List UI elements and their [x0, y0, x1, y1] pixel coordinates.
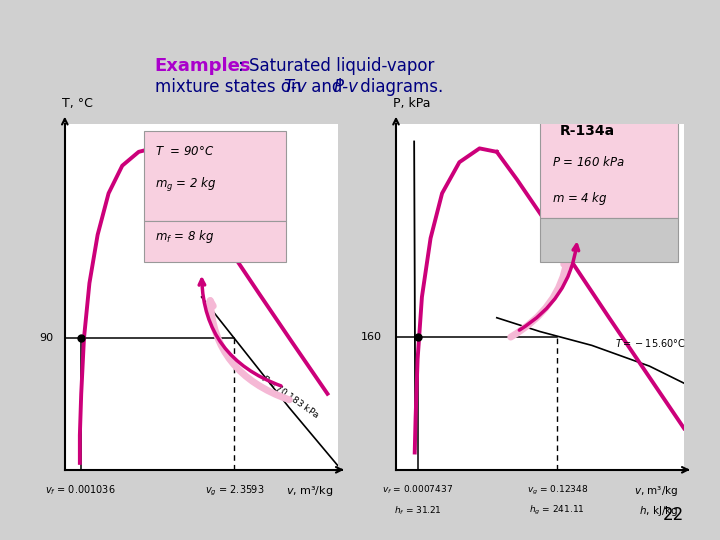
Text: $v_g$ = 0.12348: $v_g$ = 0.12348 [526, 484, 588, 497]
Text: mixture states on: mixture states on [155, 78, 307, 96]
Text: diagrams.: diagrams. [355, 78, 444, 96]
Text: T-v: T-v [283, 78, 307, 96]
Bar [144, 131, 287, 221]
Bar [540, 114, 678, 218]
Text: $h_f$ = 31.21: $h_f$ = 31.21 [394, 504, 441, 517]
Text: $P$ = 160 kPa: $P$ = 160 kPa [552, 156, 624, 170]
Text: $m$ = 4 kg: $m$ = 4 kg [552, 190, 607, 207]
Text: P, kPa: P, kPa [393, 97, 431, 110]
Text: $h_g$ = 241.11: $h_g$ = 241.11 [529, 504, 585, 517]
Text: $v_g$ = 2.3593: $v_g$ = 2.3593 [204, 484, 264, 498]
Text: $m_g$ = 2 kg: $m_g$ = 2 kg [155, 176, 217, 194]
Text: $T = -15.60°\mathrm{C}$: $T = -15.60°\mathrm{C}$ [615, 337, 686, 349]
Bar [540, 218, 678, 262]
Text: : Saturated liquid-vapor: : Saturated liquid-vapor [238, 57, 434, 75]
Text: 160: 160 [361, 332, 382, 342]
Text: $T$  = 90°C: $T$ = 90°C [155, 145, 215, 158]
Text: 22: 22 [662, 506, 684, 524]
Text: $v_f$ = 0.0007437: $v_f$ = 0.0007437 [382, 484, 453, 496]
Text: $m_f$ = 8 kg: $m_f$ = 8 kg [155, 228, 214, 245]
Text: $v$, m³/kg: $v$, m³/kg [634, 484, 678, 498]
Text: T, °C: T, °C [62, 97, 93, 110]
Bar [144, 221, 287, 262]
Text: Examples: Examples [155, 57, 251, 75]
Text: $P \approx 70{,}183\ \mathrm{kPa}$: $P \approx 70{,}183\ \mathrm{kPa}$ [259, 372, 322, 421]
Text: P-v: P-v [333, 78, 359, 96]
Text: $v$, m³/kg: $v$, m³/kg [286, 484, 333, 498]
Text: and: and [306, 78, 348, 96]
Text: $v_f$ = 0.001036: $v_f$ = 0.001036 [45, 484, 116, 497]
Text: 90: 90 [40, 334, 54, 343]
Text: $h$, kJ/kg: $h$, kJ/kg [639, 504, 678, 518]
Text: R-134a: R-134a [560, 124, 616, 138]
